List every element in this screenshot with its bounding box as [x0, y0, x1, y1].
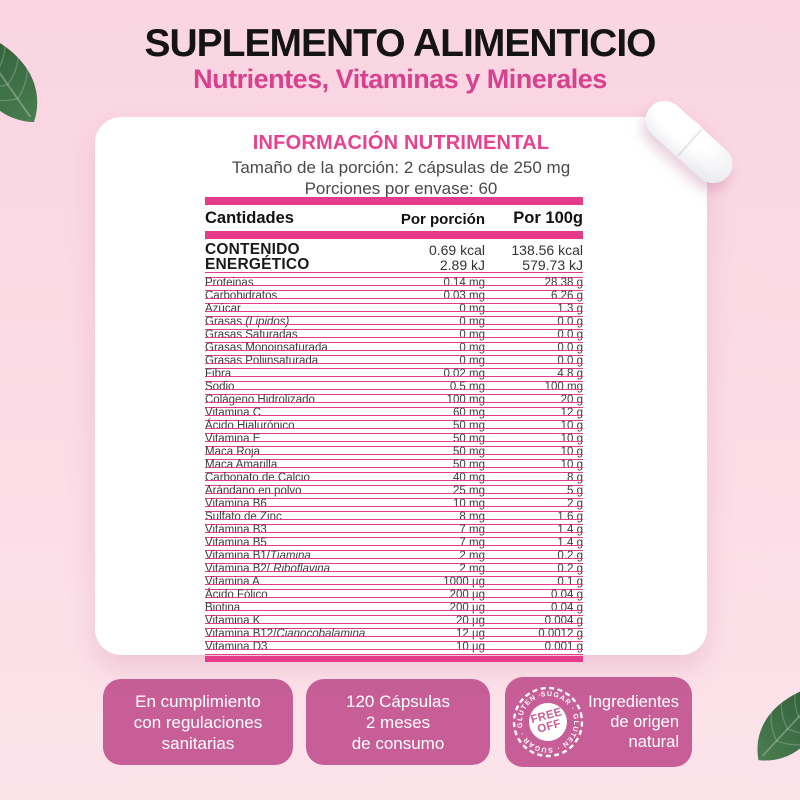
- table-row: Colágeno Hidrolizado 100 mg 20 g: [205, 394, 583, 408]
- natural-ingredients-badge: SUGAR · GLUTEN · SUGAR · GLUTEN · SUGAR …: [504, 677, 692, 767]
- table-row: Proteinas 0.14 mg 28.38 g: [205, 277, 583, 291]
- col-header-quantities: Cantidades: [205, 209, 294, 227]
- col-header-per-100g: Por 100g: [513, 209, 583, 227]
- table-row: Vitamina C 60 mg 12 g: [205, 407, 583, 421]
- nutrition-panel: INFORMACIÓN NUTRIMENTAL Tamaño de la por…: [95, 117, 707, 662]
- table-row: Vitamina B2/ Riboflavina 2 mg 0.2 g: [205, 563, 583, 577]
- divider-bar-header: [205, 231, 583, 239]
- table-row: Sodio 0.5 mg 100 mg: [205, 381, 583, 395]
- table-row: Grasas (Lipidos) 0 mg 0.0 g: [205, 316, 583, 330]
- servings-per-container: Porciones por envase: 60: [304, 179, 498, 198]
- table-row: Arándano en polvo 25 mg 5 g: [205, 485, 583, 499]
- compliance-badge-text: En cumplimiento con regulaciones sanitar…: [133, 691, 263, 753]
- energy-row: CONTENIDO ENERGÉTICO 0.69 kcal 2.89 kJ 1…: [205, 239, 583, 278]
- table-row: Grasas Monoinsaturada 0 mg 0.0 g: [205, 342, 583, 356]
- table-row: Vitamina K 20 µg 0.004 g: [205, 615, 583, 629]
- table-header-row: Cantidades Por porción Por 100g: [205, 205, 583, 231]
- table-row: Ácido Hialurónico 50 mg 10 g: [205, 420, 583, 434]
- table-row: Biotina 200 µg 0.04 g: [205, 602, 583, 616]
- table-row: Vitamina B6 10 mg 2 g: [205, 498, 583, 512]
- panel-heading: INFORMACIÓN NUTRIMENTAL: [252, 132, 550, 154]
- col-header-per-serving: Por porción: [400, 211, 485, 228]
- serving-size: Tamaño de la porción: 2 cápsulas de 250 …: [231, 158, 571, 177]
- energy-label: CONTENIDO ENERGÉTICO: [205, 241, 310, 273]
- page-title: SUPLEMENTO ALIMENTICIO: [144, 22, 656, 65]
- table-row: Vitamina B5 7 mg 1.4 g: [205, 537, 583, 551]
- table-row: Carbonato de Calcio 40 mg 8 g: [205, 472, 583, 486]
- table-row: Maca Amarilla 50 mg 10 g: [205, 459, 583, 473]
- table-row: Vitamina B1/Tiamina 2 mg 0.2 g: [205, 550, 583, 564]
- capsule-count-badge-text: 120 Cápsulas 2 meses de consumo: [346, 691, 450, 753]
- table-row: Vitamina D3 10 µg 0.001 g: [205, 641, 583, 655]
- table-row: Sulfato de Zinc 8 mg 1.6 g: [205, 511, 583, 525]
- table-row: Vitamina B3 7 mg 1.4 g: [205, 524, 583, 538]
- capsule-count-badge: 120 Cápsulas 2 meses de consumo: [306, 679, 490, 765]
- nutrition-table: Cantidades Por porción Por 100g CONTENID…: [205, 197, 583, 662]
- nutrition-rows: Proteinas 0.14 mg 28.38 g Carbohidratos …: [205, 277, 583, 655]
- page-subtitle: Nutrientes, Vitaminas y Minerales: [193, 64, 607, 94]
- table-row: Maca Roja 50 mg 10 g: [205, 446, 583, 460]
- table-row: Fibra 0.02 mg 4.8 g: [205, 368, 583, 382]
- compliance-badge: En cumplimiento con regulaciones sanitar…: [103, 679, 293, 765]
- energy-per-100g: 138.56 kcal 579.73 kJ: [511, 242, 583, 273]
- table-row: Grasas Saturadas 0 mg 0.0 g: [205, 329, 583, 343]
- table-row: Grasas Poliinsaturada 0 mg 0.0 g: [205, 355, 583, 369]
- table-row: Vitamina B12/Cianocobalamina 12 µg 0.001…: [205, 628, 583, 642]
- free-off-stamp-icon: SUGAR · GLUTEN · SUGAR · GLUTEN · SUGAR …: [504, 678, 592, 766]
- leaf-icon: [757, 681, 800, 761]
- table-row: Azúcar 0 mg 1.3 g: [205, 303, 583, 317]
- natural-ingredients-text: Ingredientes de origen natural: [588, 693, 679, 751]
- divider-bar-bottom: [205, 655, 583, 662]
- table-row: Vitamina E 50 mg 10 g: [205, 433, 583, 447]
- energy-per-serving: 0.69 kcal 2.89 kJ: [428, 242, 485, 273]
- leaf-icon: [0, 27, 38, 123]
- table-row: Ácido Fólico 200 µg 0.04 g: [205, 589, 583, 603]
- table-row: Carbohidratos 0.03 mg 6.26 g: [205, 290, 583, 304]
- table-row: Vitamina A 1000 µg 0.1 g: [205, 576, 583, 590]
- divider-bar-top: [205, 197, 583, 205]
